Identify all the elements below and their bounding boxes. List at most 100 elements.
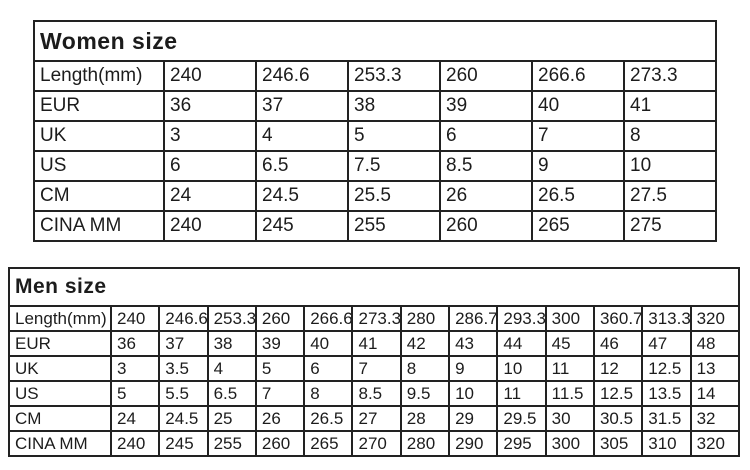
size-cell: 27.5 [623,180,717,212]
size-cell: 266.6 [303,305,354,332]
size-cell: 12.5 [592,380,644,407]
size-cell: 39 [254,330,306,357]
size-cell: 253.3 [206,305,257,332]
size-cell: 245 [158,430,209,457]
row-label: US [33,150,165,182]
size-cell: 255 [206,430,257,457]
size-cell: 30.5 [592,405,644,432]
size-cell: 25 [206,405,257,432]
size-cell: 7 [351,355,402,382]
size-cell: 36 [109,330,161,357]
size-cell: 26.5 [303,405,354,432]
size-cell: 26 [254,405,306,432]
table-row: Length(mm) 240 246.6 253.3 260 266.6 273.3 [33,60,717,92]
table-row: CM 24 24.5 25.5 26 26.5 27.5 [33,180,717,212]
size-cell: 29.5 [496,405,547,432]
row-label: CINA MM [33,210,165,242]
size-cell: 310 [641,430,692,457]
row-label: CM [8,405,112,432]
table-row: CM 24 24.5 25 26 26.5 27 28 29 29.5 30 30.5 31.5 32 [8,405,741,432]
size-cell: 5 [109,380,161,407]
size-cell: 7 [254,380,306,407]
size-cell: 41 [351,330,402,357]
size-cell: 280 [399,430,451,457]
size-cell: 313.3 [641,305,692,332]
size-cell: 37 [158,330,209,357]
size-cell: 10 [623,150,717,182]
table-row: EUR 36 37 38 39 40 41 [33,90,717,122]
size-cell: 24.5 [255,180,349,212]
table-row: UK 3 4 5 6 7 8 [33,120,717,152]
size-cell: 286.7 [448,305,499,332]
size-cell: 5 [254,355,306,382]
size-cell: 8 [623,120,717,152]
size-cell: 260 [439,60,533,92]
table-row: Length(mm) 240 246.6 253.3 260 266.6 273.3 280 2… [8,305,741,332]
size-cell: 9 [531,150,625,182]
size-cell: 240 [109,305,161,332]
size-cell: 280 [399,305,451,332]
size-cell: 4 [206,355,257,382]
size-cell: 240 [163,60,257,92]
table-row: UK 3 3.5 4 5 6 7 8 9 10 11 12 12.5 13 [8,355,741,382]
size-cell: 27 [351,405,402,432]
size-cell: 265 [303,430,354,457]
size-cell: 290 [448,430,499,457]
size-cell: 240 [163,210,257,242]
size-cell: 253.3 [347,60,441,92]
size-cell: 6 [303,355,354,382]
size-cell: 13.5 [641,380,692,407]
size-cell: 42 [399,330,451,357]
row-label: CINA MM [8,430,112,457]
size-cell: 246.6 [255,60,349,92]
size-cell: 45 [544,330,595,357]
women-size-table: Women size Length(mm) 240 246.6 253.3 260 266… [33,20,717,242]
size-cell: 265 [531,210,625,242]
size-cell: 8.5 [351,380,402,407]
size-cell: 30 [544,405,595,432]
size-cell: 273.3 [351,305,402,332]
size-cell: 300 [544,430,595,457]
men-size-table: Men size Length(mm) 240 246.6 253.3 260 266.6… [8,267,741,457]
size-cell: 37 [255,90,349,122]
size-cell: 4 [255,120,349,152]
row-label: Length(mm) [8,305,112,332]
size-cell: 8.5 [439,150,533,182]
size-cell: 48 [689,330,741,357]
size-cell: 24 [109,405,161,432]
size-cell: 255 [347,210,441,242]
size-cell: 31.5 [641,405,692,432]
size-cell: 32 [689,405,741,432]
size-cell: 6 [439,120,533,152]
size-cell: 7.5 [347,150,441,182]
size-cell: 6.5 [206,380,257,407]
size-cell: 273.3 [623,60,717,92]
row-label: CM [33,180,165,212]
size-cell: 260 [254,305,306,332]
size-cell: 12.5 [641,355,692,382]
row-label: Length(mm) [33,60,165,92]
size-cell: 10 [448,380,499,407]
size-cell: 300 [544,305,595,332]
size-cell: 24 [163,180,257,212]
size-cell: 38 [206,330,257,357]
size-cell: 9 [448,355,499,382]
table-row: CINA MM 240 245 255 260 265 275 [33,210,717,242]
women-table-title: Women size [33,20,717,62]
size-cell: 240 [109,430,161,457]
table-row: US 6 6.5 7.5 8.5 9 10 [33,150,717,182]
size-cell: 245 [255,210,349,242]
size-cell: 47 [641,330,692,357]
table-row: US 5 5.5 6.5 7 8 8.5 9.5 10 11 11.5 12.5 13.5 14 [8,380,741,407]
size-cell: 3 [109,355,161,382]
size-cell: 6.5 [255,150,349,182]
size-cell: 305 [592,430,644,457]
row-label: UK [8,355,112,382]
row-label: EUR [8,330,112,357]
size-cell: 3 [163,120,257,152]
men-table-title-row: Men size [8,267,740,307]
men-table-title: Men size [8,267,740,307]
size-cell: 39 [439,90,533,122]
size-cell: 260 [254,430,306,457]
size-cell: 38 [347,90,441,122]
